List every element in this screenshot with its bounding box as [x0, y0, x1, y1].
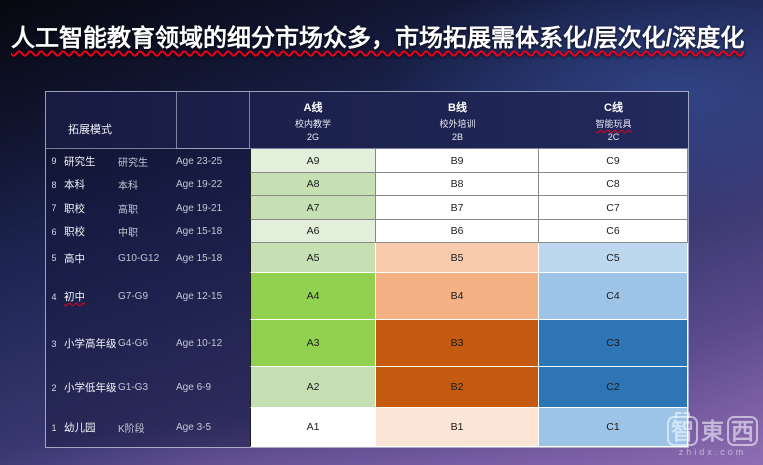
row-1-number: 1 — [51, 422, 57, 433]
cell-b5: B5 — [376, 243, 539, 273]
cell-c4: C4 — [539, 273, 688, 320]
row-8-sublabel: 本科 — [118, 181, 138, 192]
row-3-number: 3 — [51, 338, 57, 349]
cell-b1: B1 — [376, 408, 539, 447]
column-a-line: A线 — [303, 102, 323, 114]
corner-header: 拓展模式 — [68, 123, 112, 136]
row-label-background — [46, 149, 250, 447]
market-segmentation-table: 拓展模式 A线 校内教学 2G B线 校外培训 2B C线 智能玩具 2C 9 … — [45, 91, 689, 448]
row-9-age: Age 23-25 — [176, 155, 223, 167]
row-4-number: 4 — [51, 291, 57, 302]
cell-c6: C6 — [539, 220, 688, 243]
row-9-number: 9 — [51, 156, 57, 166]
column-header-a: A线 校内教学 2G — [250, 92, 376, 149]
row-5-sublabel: G10-G12 — [118, 252, 160, 264]
watermark-site-text: zhidx.com — [678, 447, 747, 457]
row-7-label: 职校 — [64, 202, 85, 215]
cell-b3: B3 — [376, 320, 539, 367]
cell-a3: A3 — [250, 320, 376, 367]
row-1-age: Age 3-5 — [176, 422, 212, 433]
cell-a7: A7 — [250, 196, 376, 220]
column-c-line: C线 — [604, 102, 623, 114]
row-3-age: Age 10-12 — [176, 338, 223, 349]
zhidx-logo: 智 東 西 — [667, 411, 758, 446]
row-9-sublabel: 研究生 — [118, 157, 148, 169]
cell-a1: A1 — [250, 408, 376, 447]
cell-c5: C5 — [539, 243, 688, 273]
row-2-sublabel: G1-G3 — [118, 382, 149, 393]
watermark-char-xi: 西 — [727, 415, 758, 446]
column-c-sub: 智能玩具 — [595, 119, 632, 129]
cell-b8: B8 — [376, 173, 539, 196]
row-6-label: 职校 — [64, 226, 85, 238]
cell-b7: B7 — [376, 196, 539, 220]
column-header-c: C线 智能玩具 2C — [539, 92, 688, 149]
cell-a8: A8 — [250, 173, 376, 196]
cell-b6: B6 — [376, 220, 539, 243]
column-header-b: B线 校外培训 2B — [376, 92, 539, 149]
slide-title: 人工智能教育领域的细分市场众多，市场拓展需体系化/层次化/深度化 — [11, 25, 745, 52]
row-7-number: 7 — [51, 203, 57, 213]
row-7-age: Age 19-21 — [176, 202, 223, 214]
cell-c8: C8 — [539, 173, 688, 196]
cell-a9: A9 — [250, 149, 376, 173]
column-c-mode: 2C — [607, 132, 620, 142]
column-b-line: B线 — [448, 102, 467, 114]
watermark-char-dong: 東 — [701, 417, 724, 444]
row-1-label: 幼儿园 — [64, 422, 96, 434]
cell-b2: B2 — [376, 367, 539, 408]
cell-a6: A6 — [250, 220, 376, 243]
row-6-age: Age 15-18 — [176, 226, 223, 237]
column-b-mode: 2B — [451, 132, 463, 142]
cell-c2: C2 — [539, 367, 688, 408]
table-grid: 拓展模式 A线 校内教学 2G B线 校外培训 2B C线 智能玩具 2C 9 … — [46, 92, 688, 447]
row-4-label: 初中 — [62, 273, 118, 320]
cell-a4: A4 — [250, 273, 376, 320]
row-6-sublabel: 中职 — [118, 228, 138, 239]
row-8-age: Age 19-22 — [176, 179, 223, 190]
cell-c7: C7 — [539, 196, 688, 220]
column-b-sub: 校外培训 — [439, 119, 476, 129]
row-9-label: 研究生 — [64, 155, 96, 168]
row-2-age: Age 6-9 — [176, 382, 212, 393]
column-a-mode: 2G — [306, 132, 319, 142]
row-3-sublabel: G4-G6 — [118, 338, 149, 349]
row-8-number: 8 — [51, 179, 57, 190]
cell-c3: C3 — [539, 320, 688, 367]
row-7-sublabel: 高职 — [118, 204, 138, 216]
zhidx-watermark: 智 東 西 zhidx.com — [667, 411, 758, 457]
row-8-label: 本科 — [64, 179, 85, 191]
row-6-number: 6 — [51, 226, 57, 237]
age-column-header — [176, 92, 250, 149]
cell-a5: A5 — [250, 243, 376, 273]
row-4-sublabel: G7-G9 — [118, 291, 149, 302]
cell-c1: C1 — [539, 408, 688, 447]
cell-b4: B4 — [376, 273, 539, 320]
row-3-label: 小学高年级 — [64, 338, 117, 350]
watermark-char-zhi: 智 — [667, 411, 698, 446]
row-1-sublabel: K阶段 — [118, 424, 145, 435]
cell-b9: B9 — [376, 149, 539, 173]
cell-a2: A2 — [250, 367, 376, 408]
cell-c9: C9 — [539, 149, 688, 173]
row-4-label-text: 初中 — [64, 291, 85, 303]
table-header-background — [46, 92, 688, 149]
row-2-number: 2 — [51, 382, 57, 393]
row-4-age: Age 12-15 — [176, 291, 223, 302]
row-5-label: 高中 — [64, 252, 85, 265]
column-a-sub: 校内教学 — [294, 119, 331, 129]
row-5-number: 5 — [51, 253, 57, 263]
row-2-label: 小学低年级 — [64, 382, 117, 394]
row-5-age: Age 15-18 — [176, 252, 223, 264]
